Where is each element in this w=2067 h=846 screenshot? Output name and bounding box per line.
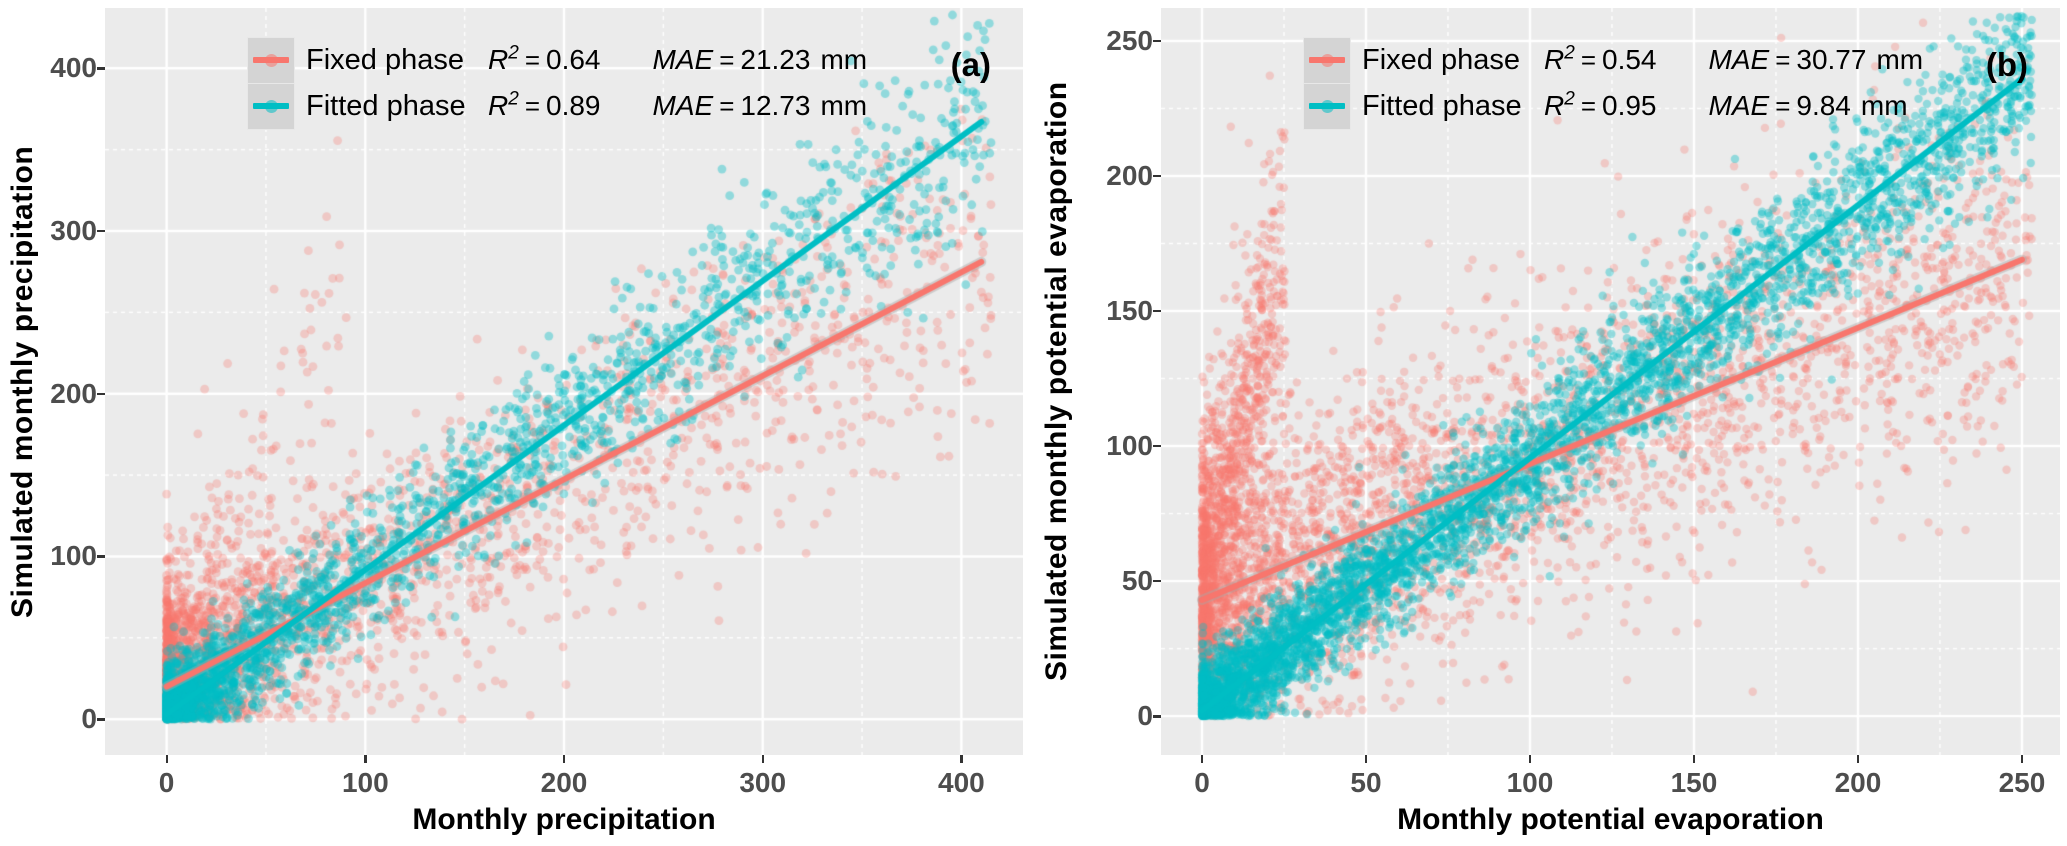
legend-r2-fitted-phase: R2 = 0.89	[488, 88, 601, 121]
legend-label-fitted-phase: Fitted phase	[1362, 89, 1522, 122]
x-axis-tick-mark	[1200, 755, 1204, 763]
legend-mae-fixed-phase: MAE = 21.23 mm	[652, 43, 868, 75]
legend-r2-fitted-phase: R2 = 0.95	[1544, 88, 1657, 121]
x-axis-tick-label: 300	[739, 767, 787, 798]
legend-label-fitted-phase: Fitted phase	[306, 89, 466, 122]
panel-b-legend: Fixed phase R2 = 0.54 MAE = 30.77 mm Fitted p…	[1304, 37, 1923, 129]
x-axis-tick-label: 100	[1506, 767, 1554, 798]
panel-b-plot-area: (b) Fixed phase R2 = 0.54 MAE = 30.77 mm F	[1161, 8, 2060, 755]
x-axis-tick-mark	[165, 755, 168, 763]
legend-key-fixed-phase-icon	[248, 37, 294, 83]
y-axis-tick-mark	[1153, 445, 1161, 448]
panel-b-tag: (b)	[1985, 46, 2028, 83]
x-axis-tick-mark	[2020, 755, 2024, 763]
x-axis-tick-label: 0	[158, 767, 175, 798]
y-axis-tick-mark	[1153, 39, 1161, 43]
panel-b-x-axis-title: Monthly potential evaporation	[1397, 803, 1824, 836]
legend-r2-fixed-phase: R2 = 0.64	[488, 42, 601, 75]
y-axis-tick-label: 200	[1106, 159, 1153, 191]
panel-a: Simulated monthly precipitation (a) Fixe…	[0, 0, 1033, 846]
panel-b: Simulated monthly potential evaporation …	[1034, 0, 2067, 846]
x-axis-tick-mark	[1528, 755, 1532, 763]
legend-row-fixed-phase: Fixed phase R2 = 0.54 MAE = 30.77 mm	[1304, 37, 1923, 83]
x-axis-tick-mark	[1856, 755, 1860, 763]
legend-mae-fitted-phase: MAE = 12.73 mm	[652, 89, 868, 121]
legend-label-fixed-phase: Fixed phase	[1362, 43, 1520, 76]
x-axis-tick-label: 150	[1670, 767, 1718, 798]
x-axis-tick-mark	[960, 755, 963, 763]
x-axis-tick-mark	[761, 755, 765, 763]
y-axis-tick-mark	[97, 392, 105, 396]
y-axis-tick-label: 50	[1121, 565, 1153, 597]
x-axis-tick-label: 400	[938, 767, 985, 798]
panel-a-x-axis-tick-labels: 0 100 200 300 400	[105, 769, 1023, 801]
y-axis-tick-label: 200	[50, 377, 97, 409]
x-axis-tick-label: 0	[1194, 767, 1210, 798]
y-axis-tick-label: 0	[81, 703, 97, 735]
legend-row-fitted-phase: Fitted phase R2 = 0.89 MAE = 12.73 mm	[248, 83, 867, 129]
panel-a-x-axis-title: Monthly precipitation	[412, 803, 716, 836]
y-axis-tick-mark	[1153, 174, 1161, 178]
y-axis-tick-mark	[97, 67, 105, 70]
panel-a-tag: (a)	[950, 46, 991, 83]
y-axis-tick-label: 150	[1106, 295, 1153, 326]
y-axis-tick-label: 100	[50, 540, 97, 572]
y-axis-tick-label: 100	[1106, 430, 1153, 462]
x-axis-tick-label: 200	[540, 767, 588, 798]
legend-key-fitted-phase-icon	[1304, 83, 1350, 129]
x-axis-tick-mark	[563, 755, 566, 763]
legend-mae-fixed-phase: MAE = 30.77 mm	[1708, 43, 1924, 75]
panel-a-plot-area: (a) Fixed phase R2 = 0.64 MAE = 21.23 mm F	[105, 8, 1023, 755]
y-axis-tick-mark	[1153, 580, 1161, 583]
x-axis-tick-mark	[1692, 755, 1696, 763]
x-axis-tick-label: 250	[1998, 767, 2046, 798]
y-axis-tick-label: 250	[1106, 24, 1153, 56]
x-axis-tick-label: 100	[341, 767, 389, 798]
y-axis-tick-mark	[1153, 715, 1161, 718]
panel-a-legend: Fixed phase R2 = 0.64 MAE = 21.23 mm Fitted p…	[248, 37, 867, 129]
legend-key-fixed-phase-icon	[1304, 37, 1350, 83]
panel-a-y-axis-tick-labels: 0 100 200 300 400	[0, 8, 97, 755]
y-axis-tick-mark	[97, 718, 105, 721]
legend-key-fitted-phase-icon	[248, 83, 294, 129]
y-axis-tick-label: 400	[50, 52, 97, 84]
legend-mae-fitted-phase: MAE = 9.84 mm	[1708, 89, 1908, 121]
legend-row-fitted-phase: Fitted phase R2 = 0.95 MAE = 9.84 mm	[1304, 83, 1923, 129]
y-axis-tick-mark	[97, 229, 105, 233]
x-axis-tick-mark	[1364, 755, 1368, 763]
y-axis-tick-label: 300	[50, 214, 97, 246]
legend-r2-fixed-phase: R2 = 0.54	[1544, 42, 1657, 75]
panel-a-scatter-canvas	[105, 8, 1023, 755]
x-axis-tick-mark	[364, 755, 367, 763]
x-axis-tick-label: 50	[1350, 767, 1382, 798]
panel-b-x-axis-tick-labels: 0 50 100 150 200 250	[1161, 769, 2060, 801]
y-axis-tick-mark	[97, 555, 105, 558]
legend-row-fixed-phase: Fixed phase R2 = 0.64 MAE = 21.23 mm	[248, 37, 867, 83]
y-axis-tick-label: 0	[1137, 700, 1153, 732]
panel-b-y-axis-tick-labels: 0 50 100 150 200 250	[1034, 8, 1153, 755]
legend-label-fixed-phase: Fixed phase	[306, 43, 464, 76]
x-axis-tick-label: 200	[1834, 767, 1882, 798]
y-axis-tick-mark	[1153, 310, 1161, 313]
panel-b-scatter-canvas	[1161, 8, 2060, 755]
